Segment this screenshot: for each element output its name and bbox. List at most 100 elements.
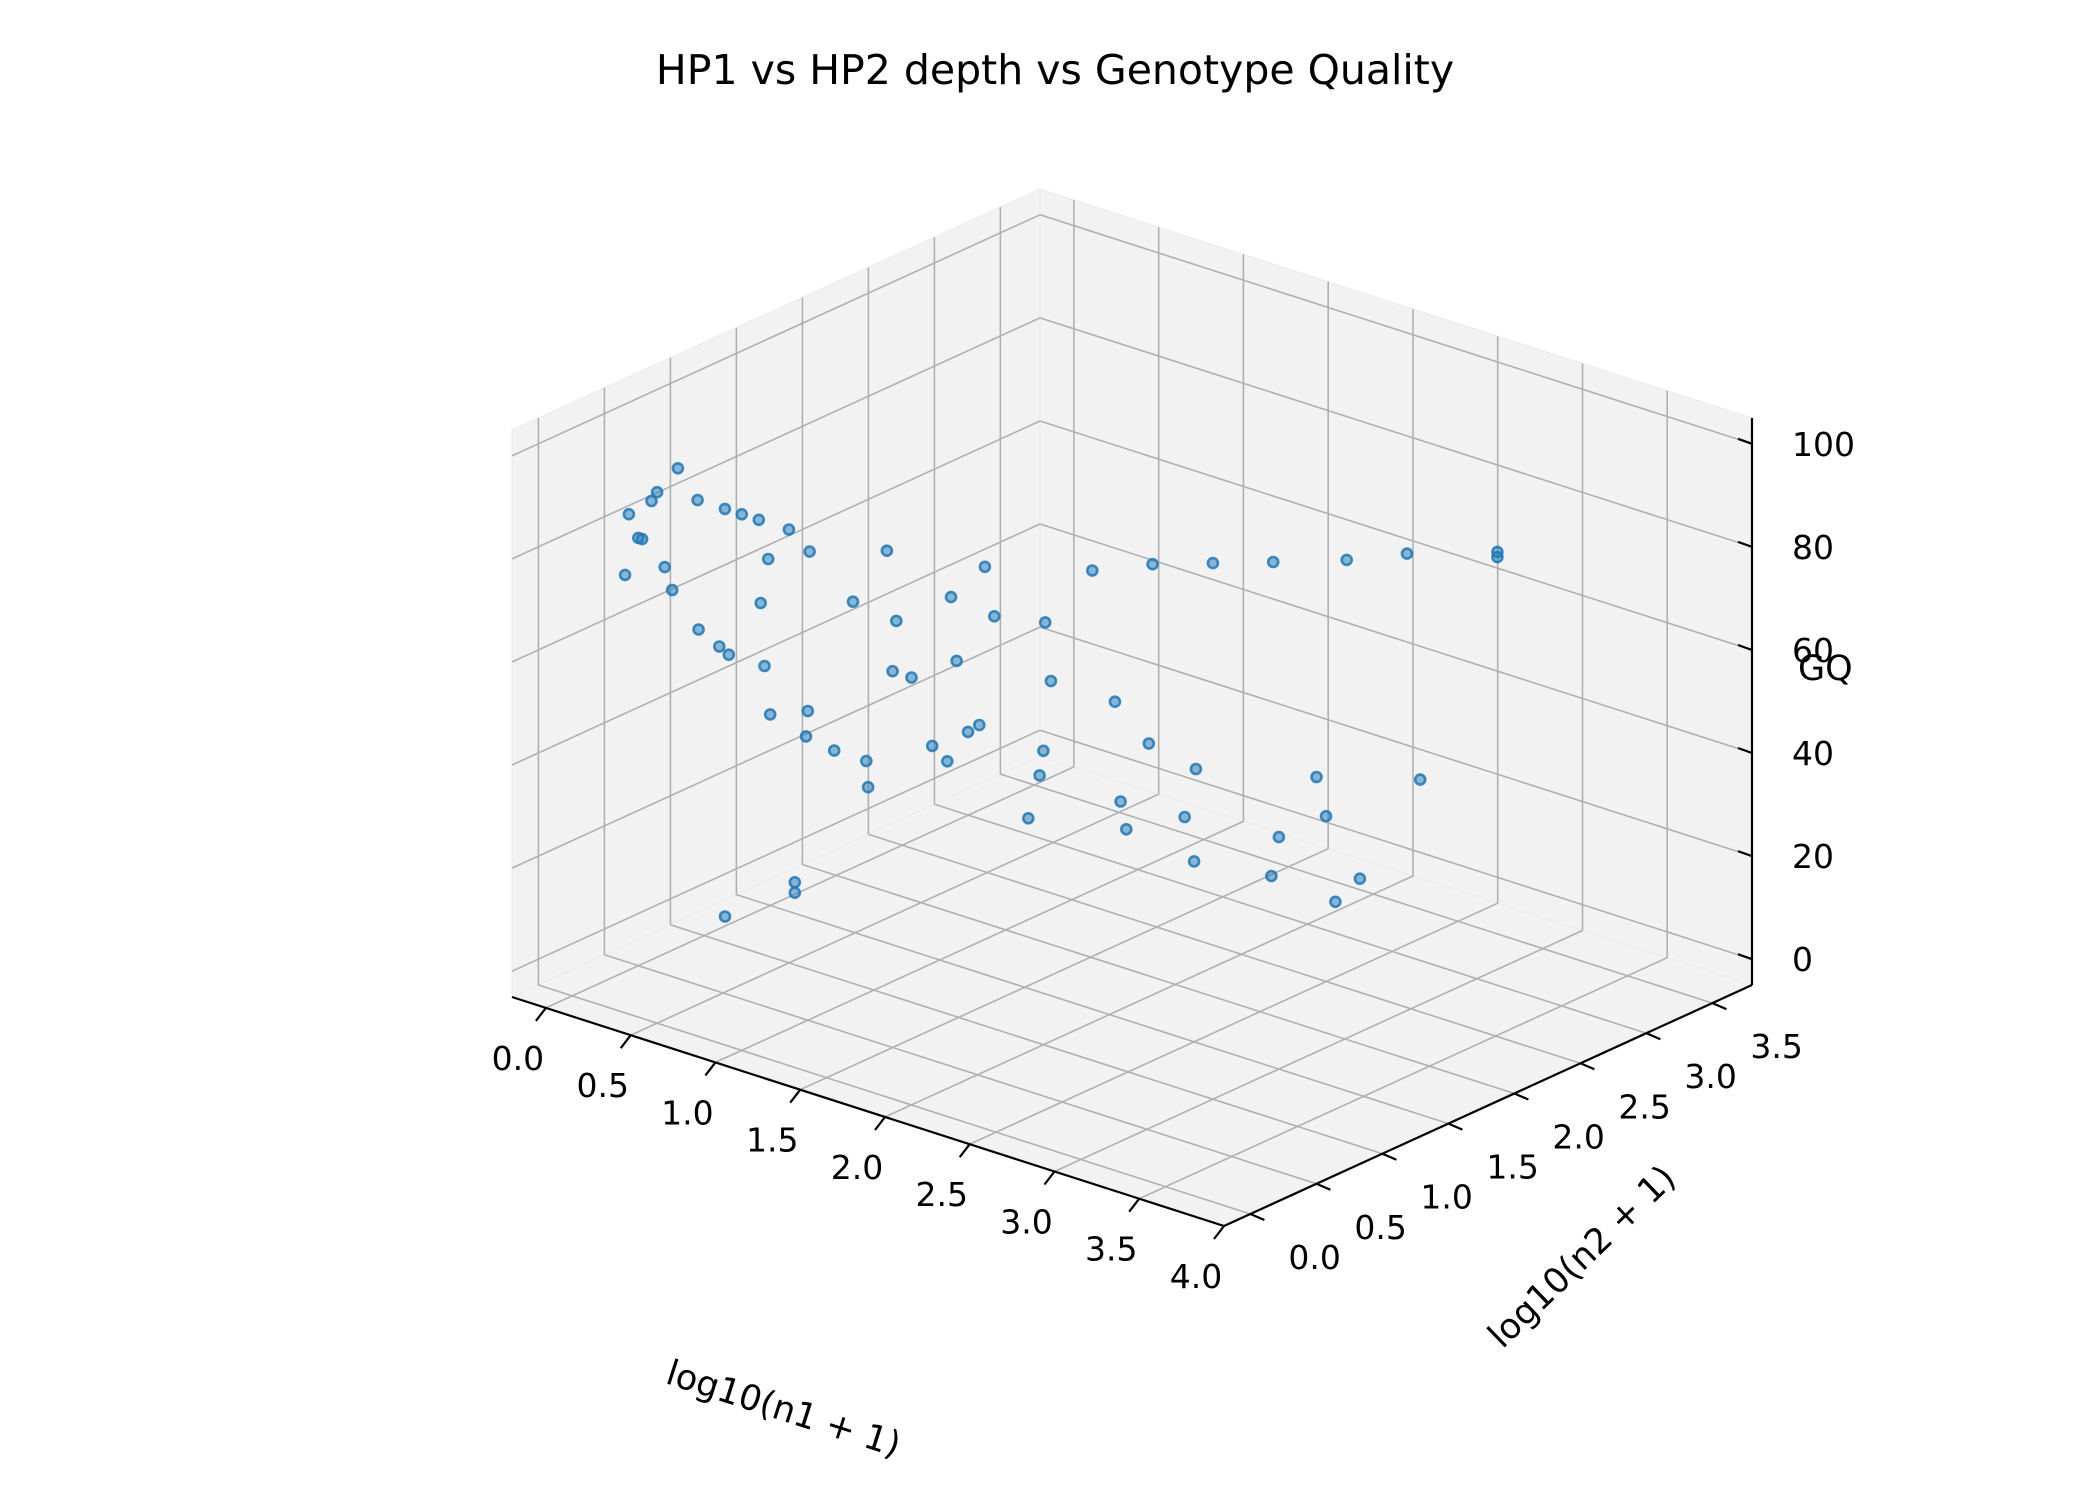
- z-axis-label: GQ: [1798, 649, 1853, 689]
- data-point: [754, 596, 768, 610]
- z-tick-mark: [1737, 850, 1753, 858]
- data-point: [1033, 769, 1046, 782]
- x-tick-mark: [874, 1116, 886, 1131]
- x-tick-label: 4.0: [1170, 1257, 1222, 1296]
- x-tick-label: 3.5: [1085, 1230, 1137, 1269]
- x-tick-label: 0.0: [492, 1039, 544, 1078]
- data-point: [1310, 770, 1323, 784]
- data-point: [905, 671, 918, 684]
- x-grid-line: [1138, 956, 1668, 1200]
- data-point: [1340, 553, 1353, 567]
- y-grid-line: [538, 984, 1251, 1215]
- data-point: [861, 780, 875, 794]
- y-tick-label: 0.5: [1354, 1208, 1406, 1247]
- z-tick-mark: [1737, 643, 1753, 652]
- x-grid-line: [799, 847, 1329, 1091]
- z-grid-line: [511, 214, 1041, 457]
- data-point: [658, 560, 672, 574]
- axis-panes: [510, 188, 1754, 1227]
- data-point: [886, 664, 899, 678]
- x-tick-mark: [619, 1034, 632, 1049]
- x-grid-line: [1054, 929, 1583, 1173]
- x-axis-line: [511, 995, 1225, 1228]
- data-point: [722, 648, 736, 662]
- data-point: [1272, 830, 1286, 844]
- z-tick-mark: [1737, 746, 1753, 755]
- y-tick-mark: [1381, 1152, 1397, 1161]
- data-point: [1329, 895, 1342, 909]
- data-point: [631, 531, 645, 545]
- data-point: [1037, 744, 1050, 758]
- y-tick-label: 1.5: [1486, 1148, 1538, 1187]
- y-grid-line: [1000, 773, 1713, 1004]
- y-tick-mark: [1645, 1032, 1661, 1041]
- y-tick-mark: [1315, 1182, 1331, 1191]
- data-point: [692, 623, 705, 636]
- data-point: [859, 754, 873, 768]
- data-point: [1266, 555, 1280, 569]
- x-tick-mark: [789, 1089, 802, 1104]
- data-point: [925, 739, 939, 753]
- data-point: [987, 609, 1001, 623]
- data-point: [1400, 547, 1414, 560]
- data-point: [752, 513, 766, 527]
- y-tick-mark: [1447, 1122, 1463, 1131]
- z-grid-line: [1039, 523, 1753, 754]
- x-tick-label: 0.5: [576, 1066, 628, 1105]
- data-point: [1114, 795, 1127, 808]
- data-point: [735, 507, 749, 521]
- y-grid-line: [736, 893, 1449, 1125]
- x-tick-mark: [1128, 1198, 1141, 1213]
- data-point: [978, 560, 992, 574]
- data-point: [1142, 737, 1156, 750]
- data-point: [1022, 811, 1035, 825]
- y-grid-line: [868, 833, 1581, 1065]
- y-tick-label: 2.5: [1618, 1087, 1670, 1126]
- y-tick-label: 2.0: [1552, 1118, 1604, 1157]
- data-point: [788, 875, 802, 889]
- y-tick-mark: [1579, 1062, 1595, 1071]
- axis-lines: [511, 418, 1754, 1240]
- z-tick-mark: [1737, 540, 1753, 548]
- data-point: [671, 461, 685, 475]
- data-point: [1353, 872, 1367, 886]
- data-point: [1206, 556, 1220, 570]
- z-tick-label: 100: [1792, 425, 1855, 464]
- y-tick-label: 3.5: [1750, 1027, 1802, 1066]
- x-grid-line: [884, 875, 1414, 1118]
- data-point: [1038, 616, 1052, 629]
- z-grid-line: [1039, 729, 1753, 960]
- data-point: [1120, 822, 1133, 836]
- data-points: [618, 461, 1504, 923]
- data-point: [665, 583, 679, 597]
- data-point: [827, 744, 841, 757]
- z-tick-mark: [1737, 953, 1753, 961]
- z-grid-line: [1039, 626, 1753, 857]
- z-tick-mark: [1737, 437, 1753, 445]
- y-grid-line: [802, 863, 1515, 1095]
- z-grid-line: [511, 626, 1041, 869]
- z-grid-line: [1039, 420, 1753, 651]
- z-grid-line: [1039, 214, 1753, 445]
- data-point: [940, 754, 954, 768]
- data-point: [1413, 773, 1427, 786]
- x-axis-label: log10(n1 + 1): [661, 1353, 905, 1466]
- data-point: [1086, 564, 1099, 577]
- z-tick-label: 40: [1792, 734, 1834, 773]
- data-point: [846, 595, 860, 609]
- x-tick-mark: [1043, 1170, 1056, 1186]
- data-point: [622, 507, 636, 521]
- x-tick-mark: [535, 1007, 547, 1022]
- z-tick-label: 60: [1792, 631, 1834, 670]
- data-point: [1187, 855, 1201, 868]
- x-tick-label: 1.0: [661, 1093, 713, 1132]
- x-tick-mark: [1213, 1225, 1225, 1240]
- y-tick-label: 0.0: [1288, 1238, 1340, 1277]
- z-tick-label: 20: [1792, 837, 1834, 876]
- data-point: [718, 502, 732, 516]
- y-axis-line: [1223, 983, 1753, 1228]
- data-point: [788, 886, 802, 900]
- data-point: [801, 704, 815, 718]
- x-tick-mark: [704, 1061, 717, 1077]
